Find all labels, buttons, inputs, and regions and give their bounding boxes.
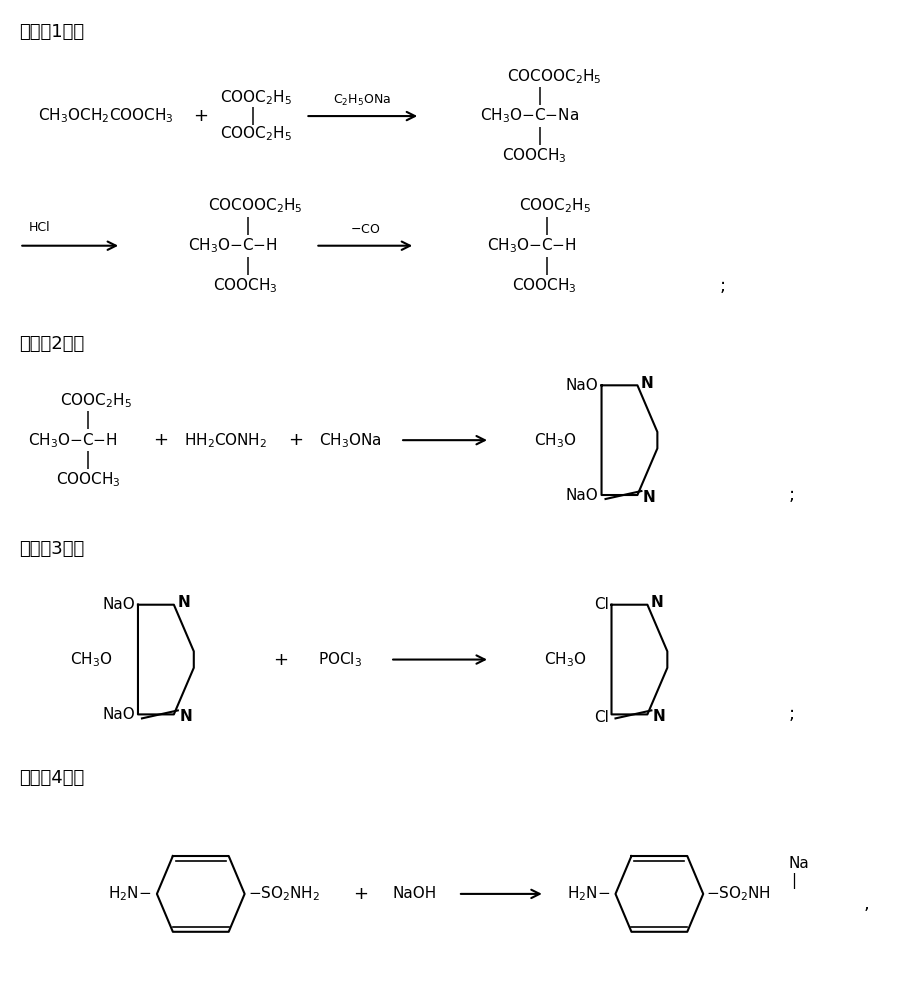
Text: N: N xyxy=(652,709,665,724)
Text: HH$_2$CONH$_2$: HH$_2$CONH$_2$ xyxy=(184,431,267,450)
Text: N: N xyxy=(177,595,190,610)
Text: ;: ; xyxy=(788,486,795,504)
Text: CH$_3$O$-$C$-$H: CH$_3$O$-$C$-$H xyxy=(28,431,118,450)
Text: CH$_3$O$-$C$-$Na: CH$_3$O$-$C$-$Na xyxy=(479,107,579,125)
Text: COCOOC$_2$H$_5$: COCOOC$_2$H$_5$ xyxy=(507,67,601,86)
Text: |: | xyxy=(536,87,542,105)
Text: N: N xyxy=(180,709,192,724)
Text: |: | xyxy=(543,257,549,275)
Text: COOC$_2$H$_5$: COOC$_2$H$_5$ xyxy=(219,125,292,143)
Text: |: | xyxy=(85,411,91,429)
Text: CH$_3$O: CH$_3$O xyxy=(70,650,113,669)
Text: |: | xyxy=(245,257,250,275)
Text: NaO: NaO xyxy=(102,707,135,722)
Text: N: N xyxy=(650,595,663,610)
Text: $-$SO$_2$NH: $-$SO$_2$NH xyxy=(705,885,770,903)
Text: CH$_3$O$-$C$-$H: CH$_3$O$-$C$-$H xyxy=(487,236,576,255)
Text: Na: Na xyxy=(787,856,808,871)
Text: CH$_3$OCH$_2$COOCH$_3$: CH$_3$OCH$_2$COOCH$_3$ xyxy=(38,107,173,125)
Text: +: + xyxy=(288,431,303,449)
Text: C$_2$H$_5$ONa: C$_2$H$_5$ONa xyxy=(333,93,391,108)
Text: COOC$_2$H$_5$: COOC$_2$H$_5$ xyxy=(219,89,292,107)
Text: COOC$_2$H$_5$: COOC$_2$H$_5$ xyxy=(518,196,590,215)
Text: CH$_3$O: CH$_3$O xyxy=(544,650,586,669)
Text: 步骤（4）：: 步骤（4）： xyxy=(19,769,85,787)
Text: COOCH$_3$: COOCH$_3$ xyxy=(56,471,120,489)
Text: COOCH$_3$: COOCH$_3$ xyxy=(502,147,566,165)
Text: |: | xyxy=(790,873,796,889)
Text: $-$CO: $-$CO xyxy=(349,223,380,236)
Text: +: + xyxy=(273,651,288,669)
Text: |: | xyxy=(543,217,549,235)
Text: NaO: NaO xyxy=(565,488,598,503)
Text: COOCH$_3$: COOCH$_3$ xyxy=(512,276,576,295)
Text: COOCH$_3$: COOCH$_3$ xyxy=(213,276,278,295)
Text: CH$_3$ONa: CH$_3$ONa xyxy=(319,431,381,450)
Text: H$_2$N$-$: H$_2$N$-$ xyxy=(108,885,152,903)
Text: HCl: HCl xyxy=(28,221,50,234)
Text: COCOOC$_2$H$_5$: COCOOC$_2$H$_5$ xyxy=(208,196,303,215)
Text: Cl: Cl xyxy=(593,597,608,612)
Text: N: N xyxy=(642,490,655,505)
Text: NaO: NaO xyxy=(102,597,135,612)
Text: CH$_3$O: CH$_3$O xyxy=(534,431,576,450)
Text: 步骤（1）：: 步骤（1）： xyxy=(19,23,84,41)
Text: +: + xyxy=(193,107,208,125)
Text: Cl: Cl xyxy=(593,710,608,725)
Text: NaOH: NaOH xyxy=(393,886,437,901)
Text: N: N xyxy=(640,376,653,391)
Text: $-$SO$_2$NH$_2$: $-$SO$_2$NH$_2$ xyxy=(247,885,320,903)
Text: CH$_3$O$-$C$-$H: CH$_3$O$-$C$-$H xyxy=(188,236,277,255)
Text: POCl$_3$: POCl$_3$ xyxy=(318,650,362,669)
Text: |: | xyxy=(249,107,256,125)
Text: +: + xyxy=(352,885,368,903)
Text: |: | xyxy=(85,451,91,469)
Text: NaO: NaO xyxy=(565,378,598,393)
Text: +: + xyxy=(154,431,168,449)
Text: COOC$_2$H$_5$: COOC$_2$H$_5$ xyxy=(60,391,132,410)
Text: 步骤（2）：: 步骤（2）： xyxy=(19,335,85,353)
Text: ;: ; xyxy=(719,277,724,295)
Text: ;: ; xyxy=(788,705,795,723)
Text: |: | xyxy=(536,127,542,145)
Text: ,: , xyxy=(862,895,869,913)
Text: H$_2$N$-$: H$_2$N$-$ xyxy=(566,885,610,903)
Text: |: | xyxy=(245,217,250,235)
Text: 步骤（3）：: 步骤（3）： xyxy=(19,540,85,558)
